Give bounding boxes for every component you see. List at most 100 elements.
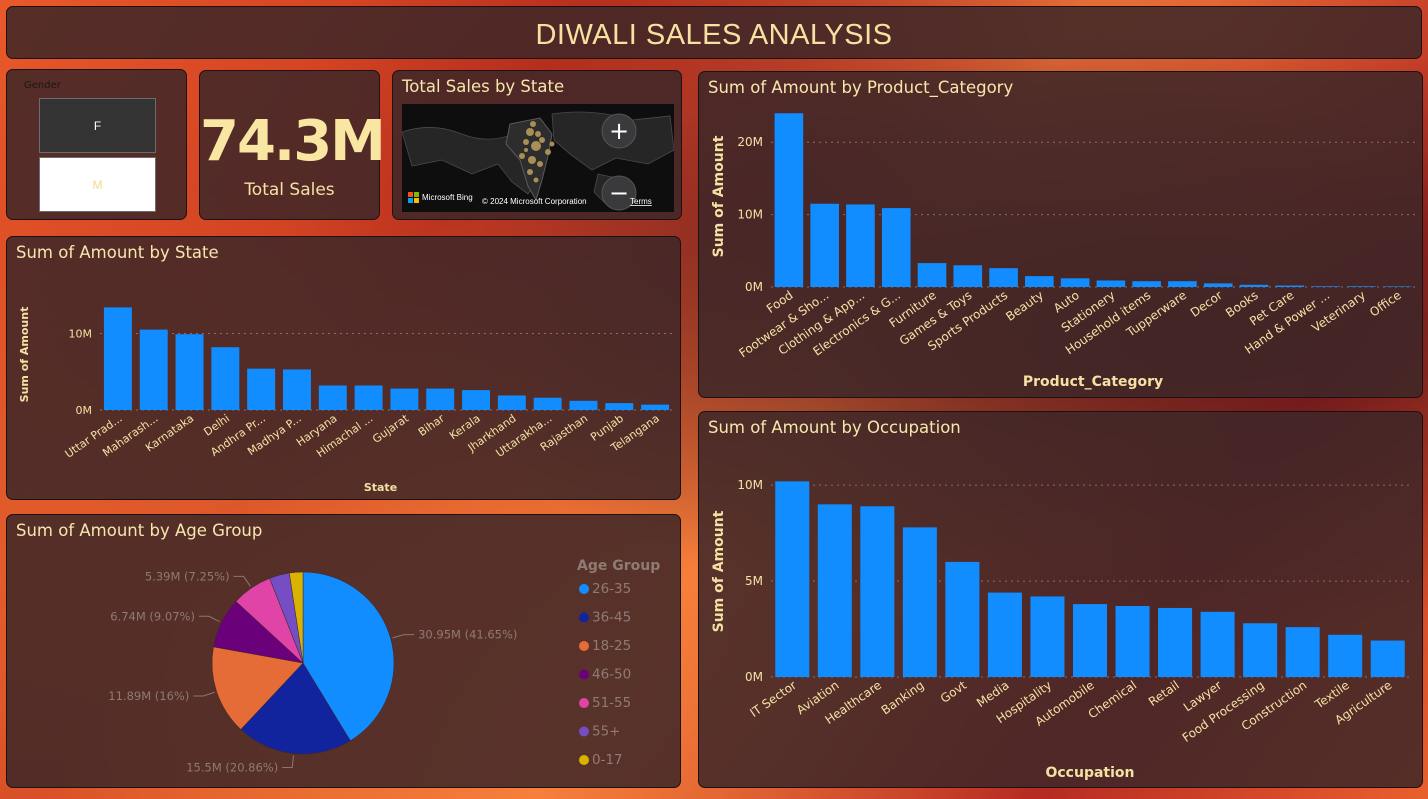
pie-slice-36-45[interactable] — [240, 662, 351, 755]
legend-swatch — [579, 698, 589, 708]
map-canvas[interactable]: + − Microsoft Bing © 2024 Microsoft Corp… — [402, 104, 674, 212]
x-tick-label: Banking — [879, 678, 927, 717]
legend-swatch — [579, 612, 589, 623]
bar-it-sector[interactable] — [775, 481, 810, 677]
legend-item[interactable]: 36-45 — [592, 610, 631, 626]
bar-books[interactable] — [1239, 284, 1269, 287]
y-tick-label: 5M — [745, 574, 763, 588]
bar-clothing-app-[interactable] — [846, 204, 875, 287]
state-chart-title: Sum of Amount by State — [16, 243, 219, 262]
bar-banking[interactable] — [902, 527, 937, 677]
x-axis-title: State — [364, 481, 397, 494]
bar-retail[interactable] — [1158, 607, 1193, 677]
map-copyright: © 2024 Microsoft Corporation — [482, 197, 587, 206]
x-tick-label: Beauty — [1003, 288, 1046, 324]
category-chart-title: Sum of Amount by Product_Category — [708, 78, 1014, 97]
leader-line — [392, 634, 415, 639]
state-chart-panel: Sum of Amount by State 0M 10M Uttar Prad..… — [6, 236, 681, 500]
bar-healthcare[interactable] — [860, 506, 895, 677]
total-sales-card: 74.3M Total Sales — [199, 70, 386, 220]
bar-karnataka[interactable] — [175, 334, 204, 410]
bar-veterinary[interactable] — [1347, 286, 1376, 287]
bar-haryana[interactable] — [318, 385, 347, 410]
bar-food[interactable] — [774, 113, 804, 287]
bar-pet-care[interactable] — [1275, 285, 1305, 287]
bing-logo-icon-4 — [414, 198, 419, 203]
bar-himachal-[interactable] — [354, 385, 383, 410]
leader-line — [282, 755, 294, 768]
total-sales-label: Total Sales — [244, 180, 335, 200]
bar-sports-products[interactable] — [989, 268, 1018, 287]
bar-chemical[interactable] — [1115, 606, 1150, 677]
legend-item[interactable]: 18-25 — [592, 638, 631, 654]
report-header: DIWALI SALES ANALYSIS — [6, 6, 1422, 59]
y-tick-label: 0M — [745, 670, 763, 684]
bar-construction[interactable] — [1285, 627, 1320, 677]
legend-item[interactable]: 51-55 — [592, 695, 631, 711]
bar-jharkhand[interactable] — [497, 395, 526, 410]
bar-stationery[interactable] — [1096, 280, 1126, 287]
bar-beauty[interactable] — [1025, 276, 1054, 287]
leader-line — [193, 691, 215, 697]
age-chart-panel: Sum of Amount by Age Group 30.95M (41.65… — [6, 514, 681, 788]
y-tick-label: 0M — [745, 280, 763, 294]
legend-title: Age Group — [577, 558, 660, 574]
bar-gujarat[interactable] — [390, 388, 419, 410]
bar-lawyer[interactable] — [1200, 611, 1235, 677]
bar-household-items[interactable] — [1132, 281, 1161, 287]
bar-aviation[interactable] — [817, 504, 852, 677]
bar-bihar[interactable] — [426, 388, 455, 410]
legend-swatch — [579, 584, 589, 594]
bar-automobile[interactable] — [1072, 604, 1108, 677]
bar-rajasthan[interactable] — [569, 400, 598, 410]
legend-item[interactable]: 0-17 — [592, 752, 623, 768]
bar-textile[interactable] — [1328, 634, 1363, 677]
bar-kerala[interactable] — [462, 390, 490, 410]
report-title: DIWALI SALES ANALYSIS — [535, 19, 893, 51]
legend-item[interactable]: 55+ — [592, 724, 621, 740]
pie-slice-26-35[interactable] — [302, 571, 395, 742]
bar-footwear-sho-[interactable] — [810, 203, 839, 287]
bar-telangana[interactable] — [641, 404, 670, 410]
bar-furniture[interactable] — [917, 263, 947, 287]
bar-uttarakha-[interactable] — [533, 397, 562, 410]
pie-slice-0-17[interactable] — [289, 571, 304, 664]
bar-food-processing[interactable] — [1243, 623, 1278, 677]
legend-swatch — [579, 755, 589, 765]
x-tick-label: Decor — [1188, 288, 1225, 320]
zoom-out-icon[interactable]: − — [609, 179, 629, 207]
bar-agriculture[interactable] — [1370, 640, 1405, 677]
bar-electronics-g-[interactable] — [881, 208, 911, 287]
map-title: Total Sales by State — [402, 77, 565, 96]
bar-andhra-pr-[interactable] — [247, 368, 276, 410]
bar-govt[interactable] — [945, 561, 980, 677]
map-terms-link[interactable]: Terms — [630, 197, 652, 206]
gender-option-f[interactable]: F — [39, 98, 156, 153]
bar-auto[interactable] — [1060, 278, 1090, 287]
bar-tupperware[interactable] — [1168, 281, 1197, 287]
bar-hand-power-[interactable] — [1311, 286, 1340, 287]
y-tick-label: 0M — [76, 404, 93, 417]
pie-slice-18-25[interactable] — [211, 646, 304, 730]
legend-item[interactable]: 46-50 — [592, 667, 631, 683]
bar-games-toys[interactable] — [953, 265, 983, 287]
bar-madhya-p-[interactable] — [283, 369, 311, 410]
y-axis-title: Sum of Amount — [711, 510, 727, 632]
bar-office[interactable] — [1382, 286, 1412, 287]
bar-uttar-prad-[interactable] — [103, 307, 132, 410]
bar-media[interactable] — [987, 592, 1022, 677]
leader-line — [233, 575, 251, 587]
bar-delhi[interactable] — [211, 347, 240, 410]
bar-hospitality[interactable] — [1030, 596, 1065, 677]
bar-decor[interactable] — [1203, 283, 1233, 287]
occupation-chart-title: Sum of Amount by Occupation — [708, 418, 961, 437]
legend-item[interactable]: 26-35 — [592, 581, 631, 597]
y-tick-label: 20M — [737, 135, 763, 149]
bar-punjab[interactable] — [605, 403, 634, 410]
bar-maharash-[interactable] — [139, 329, 168, 410]
y-tick-label: 10M — [737, 208, 763, 222]
gender-option-m[interactable]: M — [39, 157, 156, 212]
legend-swatch — [579, 726, 589, 737]
zoom-in-icon[interactable]: + — [609, 117, 629, 145]
